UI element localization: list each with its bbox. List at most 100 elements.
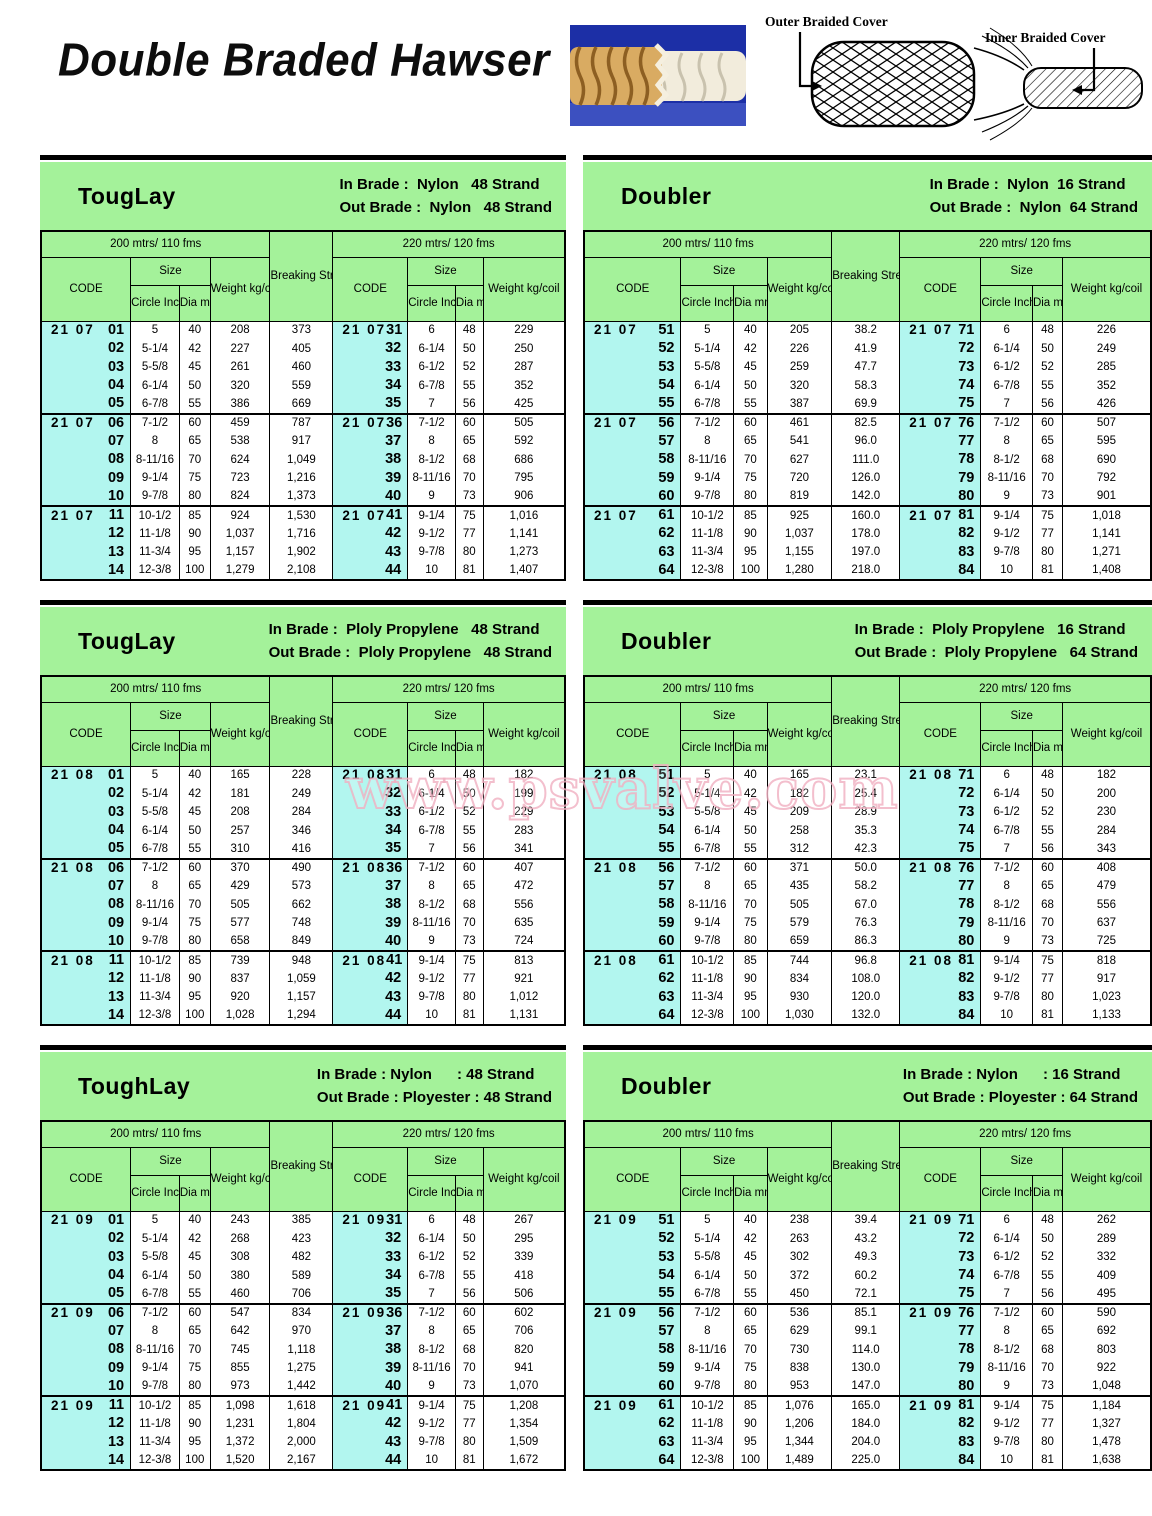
breaking-strength-value: 662 [269, 895, 334, 914]
col-dia-mm: Dia mm [733, 284, 768, 322]
table-row: 14 12-3/8 100 1,520 2,167 44 10 81 1,672 [40, 1451, 566, 1470]
circle-inch-value: 7-1/2 [980, 1302, 1033, 1322]
weight-value: 824 [209, 487, 271, 506]
dia-mm-value: 100 [178, 561, 211, 580]
weight-value: 818 [1061, 950, 1152, 970]
circle-inch-value: 9 [407, 932, 456, 951]
dia-mm-value: 75 [454, 1395, 484, 1415]
dia-mm-value: 50 [733, 376, 768, 395]
dia-mm-value: 75 [178, 914, 211, 933]
circle-inch-value: 8-11/16 [680, 1340, 735, 1359]
circle-inch-value: 7 [980, 840, 1033, 859]
code-suffix: 42 [385, 1415, 402, 1432]
table-row: 21 08 11 10-1/2 85 739 948 21 08 41 9-1/4 75 813 [40, 950, 566, 970]
dia-mm-value: 55 [1031, 821, 1063, 840]
col-circle-inch: Circle Inch [407, 284, 456, 322]
weight-value: 1,184 [1061, 1395, 1152, 1415]
weight-value: 686 [482, 450, 566, 469]
out-brade-line: Out Brade : Nylon 48 Strand [339, 199, 552, 216]
weight-value: 556 [1061, 895, 1152, 914]
code-cell: 21 09 51 [583, 1211, 682, 1230]
dia-mm-value: 45 [733, 1248, 768, 1267]
circle-inch-value: 9-7/8 [130, 932, 180, 951]
code-prefix: 21 09 [594, 1212, 638, 1228]
table-row: 63 11-3/4 95 1,155 197.0 83 9-7/8 80 1,271 [583, 543, 1152, 562]
panel-header-band: Doubler In Brade : Nylon 16 Strand Out Bra… [583, 162, 1152, 230]
dia-mm-value: 68 [1031, 1340, 1063, 1359]
circle-inch-value: 9-1/4 [407, 950, 456, 970]
code-cell: 09 [40, 469, 132, 488]
in-brade-line: In Brade : Ploly Propylene 48 Strand [268, 620, 540, 638]
breaking-strength-value: 28.9 [831, 803, 901, 822]
circle-inch-value: 5-1/4 [130, 1229, 180, 1248]
weight-value: 199 [482, 784, 566, 803]
circle-inch-value: 8-1/2 [980, 1340, 1033, 1359]
code-cell: 62 [583, 1414, 682, 1433]
code-cell: 21 07 76 [899, 412, 982, 432]
code-suffix: 61 [658, 952, 675, 969]
code-prefix: 21 07 [51, 322, 95, 338]
weight-value: 1,206 [766, 1414, 833, 1433]
col-size: Size [407, 1146, 484, 1176]
col-weight: Weight kg/coil [766, 256, 833, 322]
weight-value: 259 [766, 358, 833, 377]
code-cell: 21 09 01 [40, 1211, 132, 1230]
weight-value: 813 [482, 950, 566, 970]
weight-value: 208 [209, 321, 271, 340]
circle-inch-value: 8-1/2 [407, 895, 456, 914]
code-suffix: 62 [658, 970, 675, 987]
code-cell: 21 07 01 [40, 321, 132, 340]
dia-mm-value: 80 [178, 487, 211, 506]
code-cell: 37 [332, 432, 409, 451]
weight-value: 635 [482, 914, 566, 933]
code-cell: 53 [583, 1248, 682, 1267]
breaking-strength-value: 490 [269, 857, 334, 877]
code-cell: 52 [583, 339, 682, 358]
dia-mm-value: 65 [454, 1322, 484, 1341]
circle-inch-value: 8-11/16 [980, 914, 1033, 933]
code-cell: 64 [583, 1006, 682, 1025]
circle-inch-value: 12-3/8 [680, 1006, 735, 1025]
circle-inch-value: 9-7/8 [130, 1377, 180, 1396]
code-cell: 35 [332, 1285, 409, 1304]
weight-value: 744 [766, 950, 833, 970]
circle-inch-value: 9-1/4 [680, 469, 735, 488]
weight-value: 901 [1061, 487, 1152, 506]
table-row: 07 8 65 642 970 37 8 65 706 [40, 1322, 566, 1341]
weight-value: 1,133 [1061, 1006, 1152, 1025]
panel-top-rule [40, 155, 566, 160]
weight-value: 1,478 [1061, 1433, 1152, 1452]
dia-mm-value: 95 [733, 1433, 768, 1452]
product-name: TougLay [78, 182, 176, 209]
circle-inch-value: 9-7/8 [407, 1433, 456, 1452]
dia-mm-value: 75 [1031, 505, 1063, 525]
circle-inch-value: 7 [407, 1285, 456, 1304]
code-suffix: 74 [958, 377, 975, 394]
weight-value: 941 [482, 1359, 566, 1378]
col-code: CODE [332, 256, 409, 322]
code-suffix: 05 [107, 1285, 125, 1302]
code-suffix: 81 [958, 952, 975, 969]
weight-value: 627 [766, 450, 833, 469]
breaking-strength-value: 132.0 [831, 1006, 901, 1025]
col-circle-inch: Circle Inch [130, 284, 180, 322]
code-cell: 39 [332, 914, 409, 933]
circle-inch-value: 7-1/2 [407, 1302, 456, 1322]
table-row: 02 5-1/4 42 268 423 32 6-1/4 50 295 [40, 1229, 566, 1248]
table-row: 60 9-7/8 80 819 142.0 80 9 73 901 [583, 487, 1152, 506]
code-cell: 05 [40, 395, 132, 414]
code-suffix: 51 [658, 321, 675, 338]
col-weight: Weight kg/coil [1061, 256, 1152, 322]
code-suffix: 14 [107, 1451, 125, 1468]
circle-inch-value: 6-7/8 [980, 376, 1033, 395]
code-suffix: 11 [108, 952, 125, 969]
code-suffix: 56 [658, 1304, 675, 1321]
weight-value: 283 [482, 821, 566, 840]
code-suffix: 10 [107, 1377, 125, 1394]
col-size: Size [680, 701, 768, 731]
code-cell: 14 [40, 1451, 132, 1470]
weight-value: 387 [766, 395, 833, 414]
col-weight: Weight kg/coil [766, 1146, 833, 1212]
code-prefix: 21 08 [342, 952, 387, 968]
